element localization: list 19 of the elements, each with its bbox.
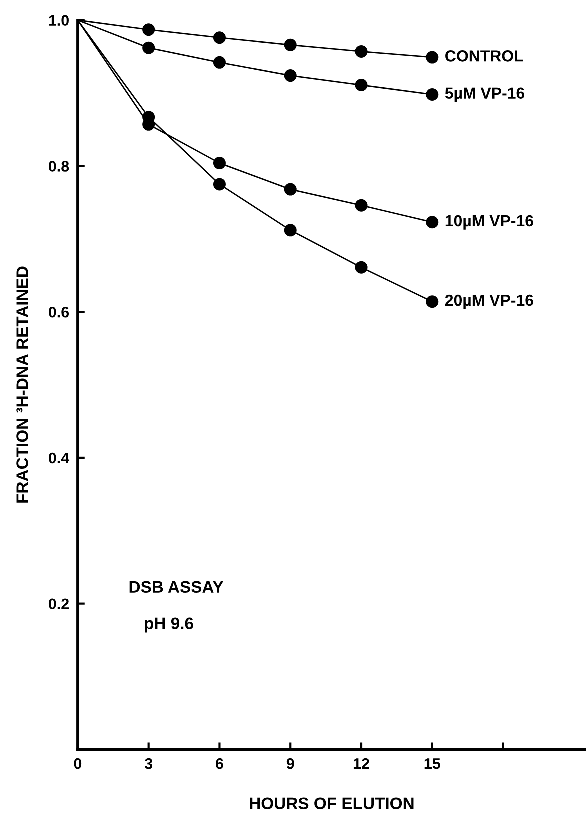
annotation: pH 9.6 [145, 618, 194, 633]
x-tick-label: 15 [424, 758, 440, 770]
y-axis-title: FRACTION ³H-DNA RETAINED [16, 266, 28, 503]
y-tick-label: 1.0 [49, 15, 69, 26]
annotation: DSB ASSAY [130, 581, 224, 594]
y-tick-label: 0.4 [48, 452, 70, 464]
series-label: 5µM VP-16 [445, 88, 525, 102]
x-tick-label: 6 [216, 758, 224, 770]
series-label: 10µM VP-16 [446, 215, 534, 230]
x-tick-label: 12 [354, 758, 370, 770]
x-tick-label: 0 [74, 758, 82, 770]
x-tick-label: 9 [286, 758, 294, 770]
y-tick-label: 0.8 [48, 161, 70, 172]
series-label: 20µM VP-16 [445, 294, 534, 310]
y-tick-label: 0.2 [48, 598, 69, 610]
y-tick-label: 0.6 [48, 306, 70, 318]
series-label: CONTROL [446, 50, 524, 62]
x-tick-label: 3 [144, 758, 153, 770]
x-axis-title: HOURS OF ELUTION [250, 798, 414, 810]
